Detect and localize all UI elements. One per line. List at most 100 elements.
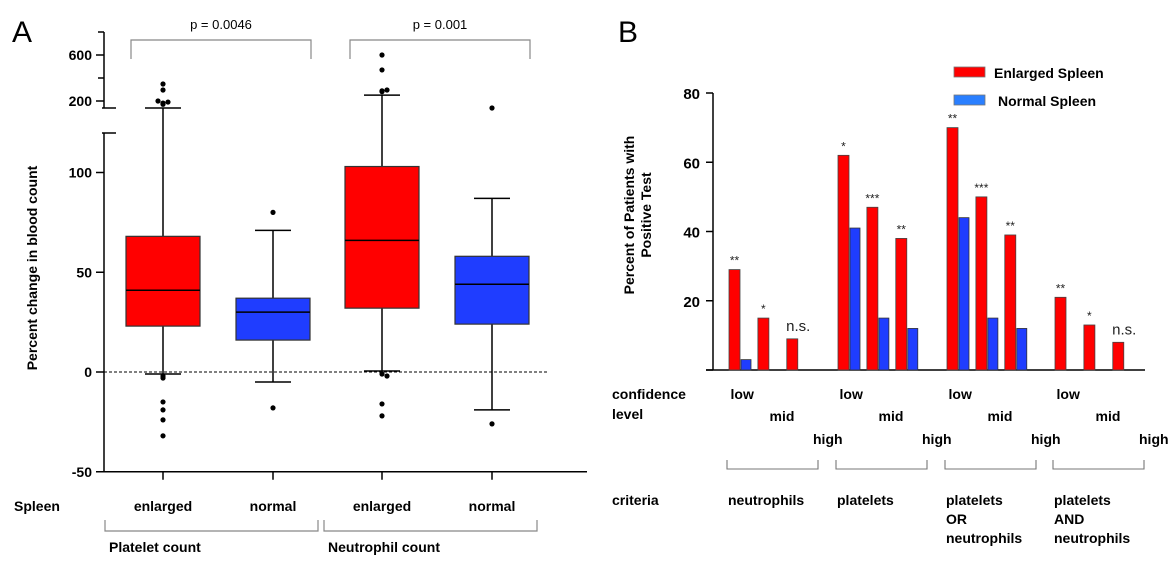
bar-normal bbox=[958, 217, 970, 371]
legend-label: Enlarged Spleen bbox=[994, 65, 1104, 81]
outlier-point bbox=[384, 373, 390, 379]
confidence-level-label: high bbox=[1031, 431, 1061, 447]
outlier-point bbox=[155, 98, 161, 104]
outlier-point bbox=[379, 413, 385, 419]
bar-normal bbox=[878, 317, 890, 371]
panel-b-label: B bbox=[618, 16, 638, 49]
bar-group: ****** bbox=[837, 139, 919, 371]
group-bracket bbox=[104, 520, 319, 532]
significance-label: *** bbox=[974, 181, 988, 195]
legend-label: Normal Spleen bbox=[998, 93, 1096, 109]
box-enlarged bbox=[125, 81, 201, 439]
outlier-point bbox=[379, 52, 385, 58]
y-tick-label: 40 bbox=[683, 225, 700, 242]
iqr-box bbox=[235, 297, 311, 341]
confidence-row-label-line2: level bbox=[612, 406, 643, 422]
bar-normal bbox=[907, 328, 919, 371]
spleen-row-label: Spleen bbox=[14, 498, 60, 514]
confidence-level-label: mid bbox=[988, 408, 1013, 424]
criteria-label: platelets bbox=[946, 492, 1003, 508]
outlier-point bbox=[489, 421, 495, 427]
box-enlarged bbox=[344, 52, 420, 419]
significance-label: ** bbox=[730, 254, 740, 268]
criteria-label: neutrophils bbox=[728, 492, 804, 508]
panel-b-x-labels: lowmidhighneutrophilslowmidhighplatelets… bbox=[726, 386, 1169, 546]
confidence-level-label: mid bbox=[879, 408, 904, 424]
outlier-point bbox=[160, 399, 166, 405]
legend-swatch bbox=[953, 66, 986, 78]
outlier-point bbox=[489, 105, 495, 111]
bar-normal bbox=[1016, 328, 1028, 371]
x-category-label: enlarged bbox=[134, 498, 192, 514]
confidence-level-label: low bbox=[949, 386, 972, 402]
confidence-level-label: low bbox=[731, 386, 754, 402]
criteria-bracket bbox=[1052, 460, 1145, 470]
confidence-level-label: low bbox=[840, 386, 863, 402]
significance-label: ** bbox=[1056, 281, 1066, 295]
legend-swatch bbox=[953, 94, 986, 106]
y-tick-label: 0 bbox=[84, 364, 92, 380]
confidence-level-label: mid bbox=[770, 408, 795, 424]
significance-label: *** bbox=[865, 191, 879, 205]
confidence-level-label: high bbox=[813, 431, 843, 447]
outlier-point bbox=[384, 87, 390, 93]
panel-a-label: A bbox=[12, 16, 32, 49]
outlier-point bbox=[165, 99, 171, 105]
criteria-row-label: criteria bbox=[612, 492, 659, 508]
confidence-level-label: high bbox=[1139, 431, 1169, 447]
p-value-bracket bbox=[349, 39, 531, 59]
criteria-bracket bbox=[944, 460, 1037, 470]
y-tick-label: 100 bbox=[69, 165, 93, 181]
criteria-label: platelets bbox=[1054, 492, 1111, 508]
bar-enlarged bbox=[1112, 341, 1125, 371]
p-value-label: p = 0.001 bbox=[413, 17, 468, 32]
bar-enlarged bbox=[728, 269, 741, 371]
bar-enlarged bbox=[1054, 296, 1067, 371]
panel-b-legend: Enlarged Spleen Normal Spleen bbox=[953, 65, 1104, 109]
bar-enlarged bbox=[757, 317, 770, 371]
bar-enlarged bbox=[895, 238, 908, 371]
confidence-level-label: low bbox=[1057, 386, 1080, 402]
box-normal bbox=[454, 105, 530, 427]
panel-b: B Percent of Patients with Positive Test… bbox=[612, 16, 1169, 546]
outlier-point bbox=[160, 433, 166, 439]
group-label: Neutrophil count bbox=[328, 539, 440, 555]
outlier-point bbox=[379, 401, 385, 407]
outlier-point bbox=[379, 67, 385, 73]
p-value-bracket bbox=[130, 39, 312, 59]
panel-b-axes: 20 40 60 80 bbox=[683, 86, 1145, 371]
criteria-label: AND bbox=[1054, 511, 1084, 527]
bar-normal bbox=[987, 317, 999, 371]
significance-label: n.s. bbox=[786, 318, 810, 335]
outlier-point bbox=[270, 209, 276, 215]
y-tick-label: 80 bbox=[683, 86, 700, 103]
iqr-box bbox=[454, 255, 530, 325]
panel-a-boxes bbox=[125, 52, 530, 439]
significance-label: ** bbox=[897, 222, 907, 236]
panel-b-y-axis-label-line2: Positive Test bbox=[638, 172, 654, 258]
bar-normal bbox=[849, 227, 861, 371]
confidence-level-label: high bbox=[922, 431, 952, 447]
iqr-box bbox=[125, 235, 201, 327]
significance-label: * bbox=[1087, 309, 1092, 323]
significance-label: * bbox=[761, 302, 766, 316]
y-tick-label: 60 bbox=[683, 155, 700, 172]
x-category-label: normal bbox=[469, 498, 516, 514]
panel-b-bars: ***n.s.****************n.s. bbox=[728, 112, 1136, 371]
outlier-point bbox=[160, 81, 166, 87]
bar-enlarged bbox=[975, 196, 988, 371]
outlier-point bbox=[160, 417, 166, 423]
y-tick-label: 50 bbox=[76, 264, 92, 280]
x-category-label: enlarged bbox=[353, 498, 411, 514]
bar-enlarged bbox=[1004, 234, 1017, 371]
significance-label: n.s. bbox=[1112, 321, 1136, 338]
y-tick-label: -50 bbox=[72, 464, 92, 480]
panel-a: A Percent change in blood count -50 0 50 10… bbox=[12, 16, 587, 555]
panel-b-y-axis-label-line1: Percent of Patients with bbox=[621, 136, 637, 295]
criteria-label: OR bbox=[946, 511, 967, 527]
iqr-box bbox=[344, 165, 420, 309]
group-label: Platelet count bbox=[109, 539, 201, 555]
bar-enlarged bbox=[786, 338, 799, 371]
outlier-point bbox=[379, 88, 385, 94]
criteria-label: neutrophils bbox=[1054, 530, 1130, 546]
